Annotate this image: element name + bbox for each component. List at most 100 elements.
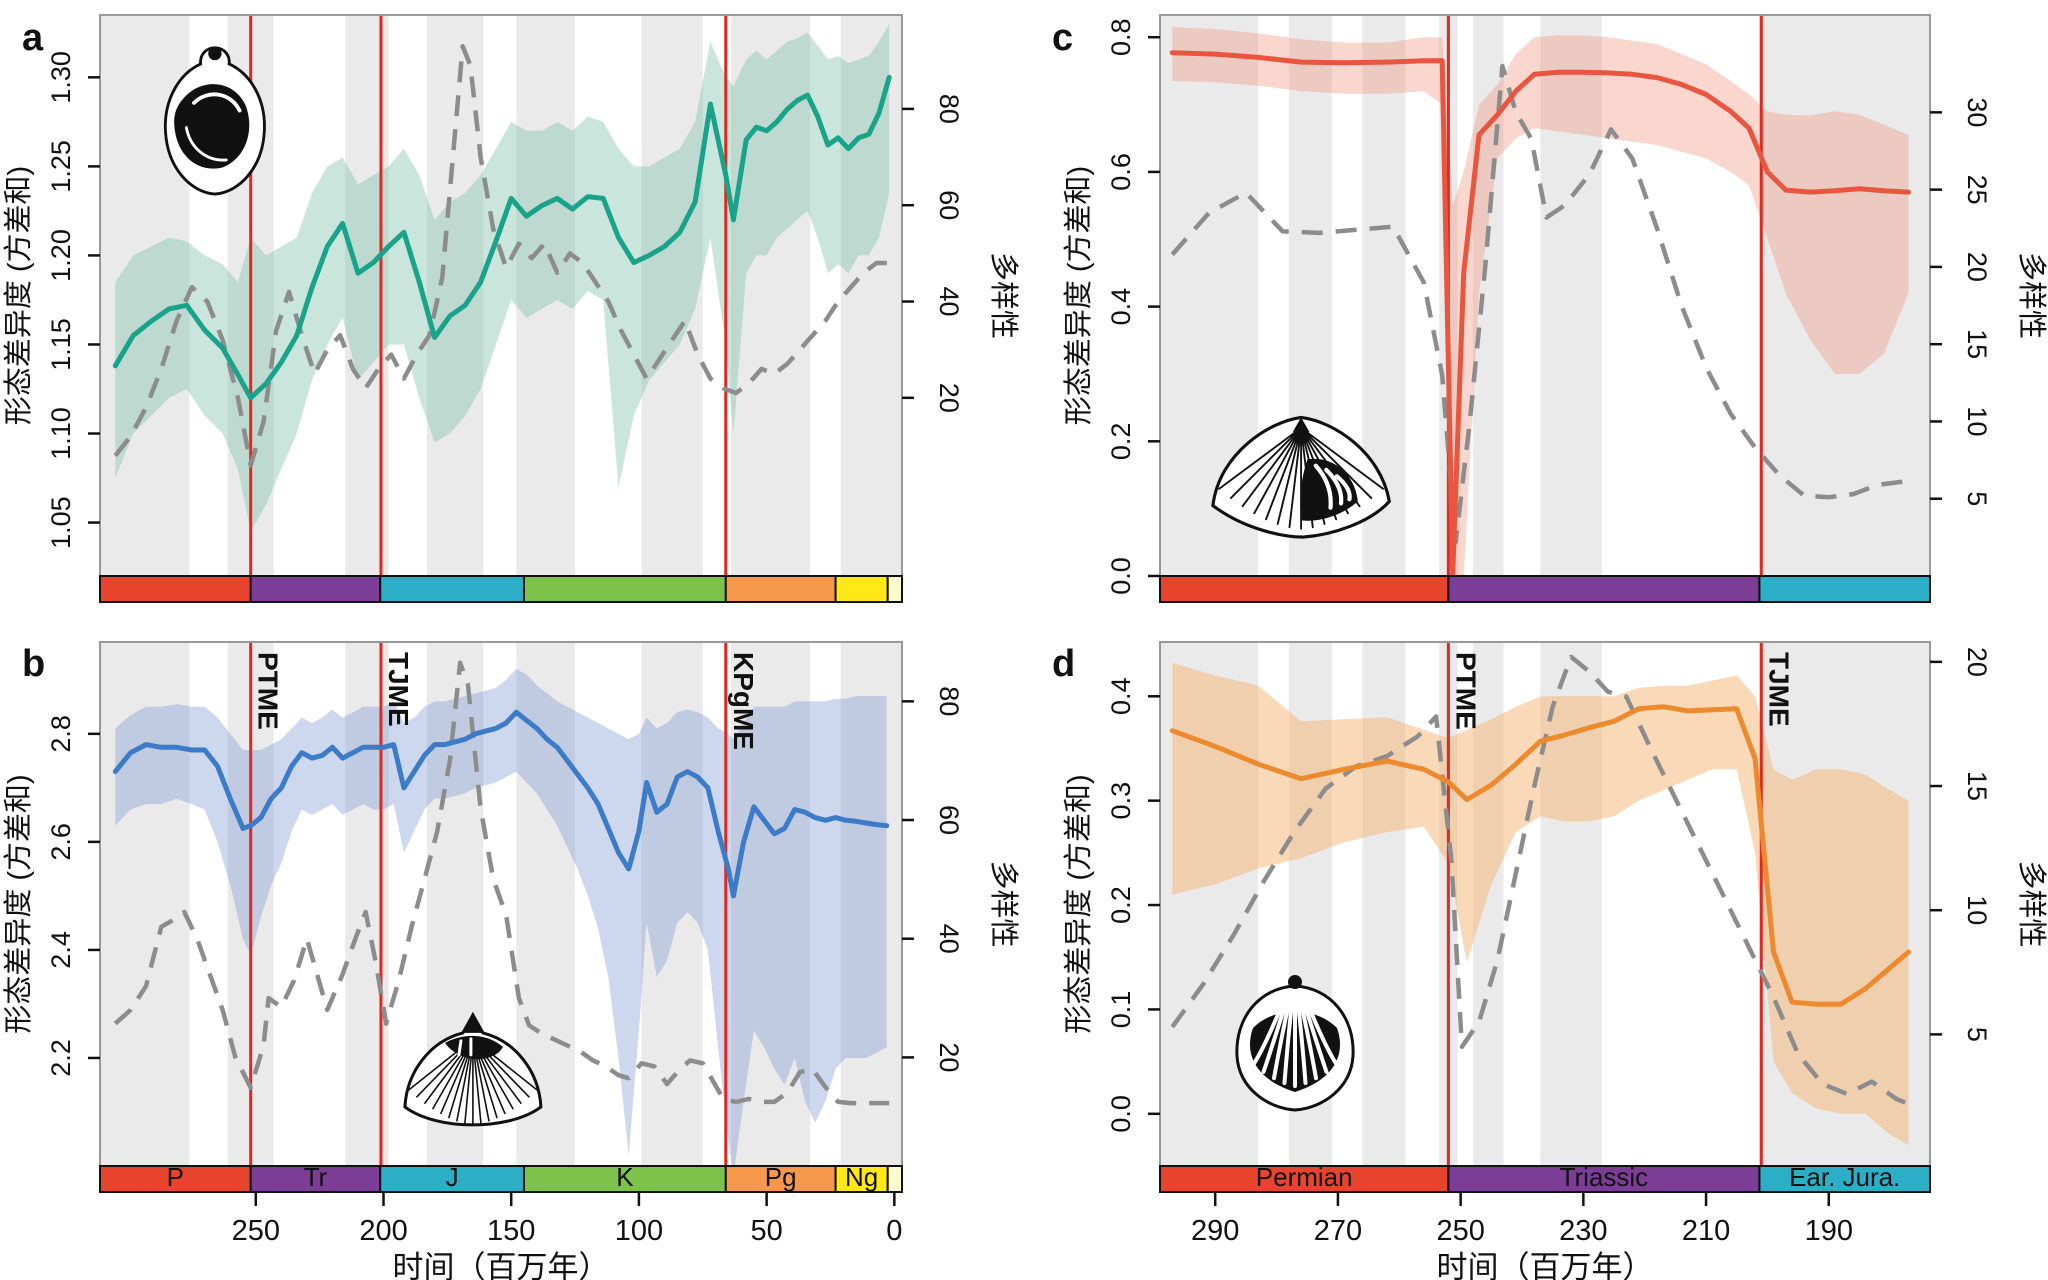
plot-layers <box>1169 642 1916 1166</box>
period-segment-Ng <box>834 1165 889 1193</box>
confidence-band <box>115 23 890 532</box>
left-tick-label: 2.4 <box>46 931 76 969</box>
left-tick-label: 0.2 <box>1106 423 1136 461</box>
right-tick-label: 25 <box>1962 175 1992 205</box>
event-label-PTME: PTME <box>1450 652 1481 730</box>
left-tick-label: 1.05 <box>46 496 76 549</box>
period-segment-J <box>379 575 525 603</box>
period-segment-P <box>99 575 252 603</box>
left-tick-label: 0.8 <box>1106 18 1136 56</box>
right-axis: 5 10 15 20 25 30 多样性 <box>1930 97 2048 506</box>
left-tick-label: 2.2 <box>46 1039 76 1077</box>
right-tick-label: 15 <box>1962 329 1992 359</box>
left-axis: 2.2 2.4 2.6 2.8 形态差异度 (方差和) <box>2 715 100 1077</box>
panel-label-c: c <box>1052 17 1073 59</box>
stage-stripe <box>516 15 576 576</box>
left-tick-label: 2.6 <box>46 823 76 861</box>
right-tick-label: 80 <box>934 686 964 716</box>
left-axis-title: 形态差异度 (方差和) <box>2 166 35 425</box>
right-axis-title: 多样性 <box>2015 252 2048 339</box>
left-tick-label: 0.2 <box>1106 886 1136 924</box>
plot-layers <box>112 642 890 1166</box>
event-label-PTME: PTME <box>253 652 284 730</box>
diversity-dashed-line <box>1170 63 1903 545</box>
right-tick-label: 10 <box>1962 406 1992 436</box>
right-tick-label: 20 <box>934 383 964 413</box>
panel-a-chart: 1.05 1.10 1.15 1.20 1.25 1.30 形态差异度 (方差和) 20 40 6… <box>2 14 1020 603</box>
disparity-line <box>112 709 890 899</box>
x-tick-label: 100 <box>615 1215 663 1247</box>
stage-stripe <box>100 642 190 1166</box>
period-segment-K <box>522 575 727 603</box>
stage-stripe <box>840 642 902 1166</box>
period-label: Permian <box>1256 1162 1353 1192</box>
stage-stripe <box>1540 15 1602 576</box>
diversity-dashed-line <box>113 44 890 468</box>
left-axis-title: 形态差异度 (方差和) <box>1062 166 1095 425</box>
left-tick-label: 1.15 <box>46 318 76 371</box>
diversity-dashed-line <box>113 660 890 1106</box>
right-axis: 20 40 60 80 多样性 <box>902 94 1020 413</box>
disparity-line <box>1169 50 1911 576</box>
left-tick-label: 1.30 <box>46 51 76 104</box>
right-tick-label: 15 <box>1962 771 1992 801</box>
right-tick-label: 10 <box>1962 895 1992 925</box>
brachiopod-round-icon <box>1235 975 1355 1112</box>
brachiopod-wide-icon <box>1211 415 1391 539</box>
period-label: Ear. Jura. <box>1789 1162 1900 1192</box>
period-label: Ng <box>845 1162 878 1192</box>
scallop-shell-icon <box>403 1011 543 1127</box>
x-axis: 250 200 150 100 50 0 时间（百万年） <box>232 1192 902 1280</box>
period-bar <box>1159 575 1931 603</box>
right-tick-label: 40 <box>934 286 964 316</box>
period-segment-J <box>379 1165 525 1193</box>
period-label: Pg <box>765 1162 797 1192</box>
right-tick-label: 20 <box>1962 647 1992 677</box>
panel-d-chart: 0.0 0.1 0.2 0.3 0.4 形态差异度 (方差和) 5 10 15 20 多样性 Perm… <box>1052 641 2048 1280</box>
right-axis-title: 多样性 <box>987 860 1020 947</box>
right-tick-label: 60 <box>934 805 964 835</box>
event-label-TJME: TJME <box>1763 652 1794 727</box>
right-tick-label: 30 <box>1962 97 1992 127</box>
period-segment-Pg <box>724 1165 837 1193</box>
x-tick-label: 250 <box>1436 1215 1484 1247</box>
right-axis: 20 40 60 80 多样性 <box>902 686 1020 1072</box>
period-label: P <box>167 1162 184 1192</box>
left-tick-label: 0.6 <box>1106 153 1136 191</box>
confidence-band <box>1172 662 1909 1146</box>
right-axis-title: 多样性 <box>987 252 1020 339</box>
diversity-dashed-line <box>1170 654 1916 1109</box>
period-bar: P Tr J K Pg Ng <box>99 1162 904 1193</box>
period-bar <box>99 575 904 603</box>
x-axis-title: 时间（百万年） <box>1437 1250 1654 1280</box>
confidence-band <box>1172 27 1909 576</box>
right-tick-label: 20 <box>934 1042 964 1072</box>
left-tick-label: 1.20 <box>46 229 76 282</box>
period-segment-Ear. Jura. <box>1758 575 1931 603</box>
x-tick-label: 150 <box>487 1215 535 1247</box>
x-axis: 290 270 250 230 210 190 时间（百万年） <box>1191 1192 1853 1280</box>
period-segment-Pg <box>724 575 837 603</box>
right-axis-title: 多样性 <box>2015 860 2048 947</box>
left-tick-label: 0.3 <box>1106 782 1136 820</box>
confidence-band <box>115 669 887 1166</box>
period-segment-Triassic <box>1447 575 1761 603</box>
left-tick-label: 0.0 <box>1106 557 1136 595</box>
panel-c-chart: 0.0 0.2 0.4 0.6 0.8 形态差异度 (方差和) 5 10 15 20 25 30 多样性… <box>1052 14 2048 603</box>
right-tick-label: 5 <box>1962 491 1992 506</box>
right-tick-label: 60 <box>934 190 964 220</box>
left-tick-label: 0.0 <box>1106 1095 1136 1133</box>
left-axis-title: 形态差异度 (方差和) <box>2 774 35 1033</box>
stage-stripes <box>100 642 902 1166</box>
left-tick-label: 0.1 <box>1106 991 1136 1029</box>
period-label: Triassic <box>1560 1162 1649 1192</box>
period-segment-Permian <box>1159 575 1450 603</box>
left-tick-label: 0.4 <box>1106 678 1136 716</box>
period-label: Tr <box>304 1162 328 1192</box>
stage-stripe <box>730 15 811 576</box>
period-segment-sliver <box>886 1165 904 1193</box>
period-label: K <box>616 1162 634 1192</box>
x-tick-label: 230 <box>1559 1215 1607 1247</box>
right-tick-label: 80 <box>934 94 964 124</box>
